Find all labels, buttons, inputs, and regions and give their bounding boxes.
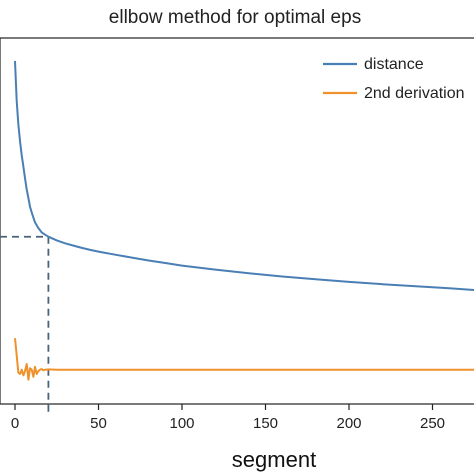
series-line-distance (14, 60, 474, 292)
legend-label-distance: distance (364, 56, 424, 73)
x-tick-label-250: 250 (420, 415, 445, 432)
x-tick-label-50: 50 (90, 415, 107, 432)
legend-label-2nd-derivation: 2nd derivation (364, 85, 465, 102)
x-tick-label-150: 150 (253, 415, 278, 432)
plot-frame (0, 37, 474, 405)
series-line-2nd-derivation (14, 338, 474, 381)
x-axis-label: segment (232, 447, 316, 472)
x-tick-label-0: 0 (11, 415, 19, 432)
series-layer (14, 60, 474, 381)
legend: distance 2nd derivation (323, 56, 465, 102)
x-axis: 0 50 100 150 200 250 (11, 404, 445, 432)
reference-lines (0, 235, 50, 414)
chart-title: ellbow method for optimal eps (109, 7, 361, 28)
x-tick-label-100: 100 (169, 415, 194, 432)
x-tick-label-200: 200 (336, 415, 361, 432)
